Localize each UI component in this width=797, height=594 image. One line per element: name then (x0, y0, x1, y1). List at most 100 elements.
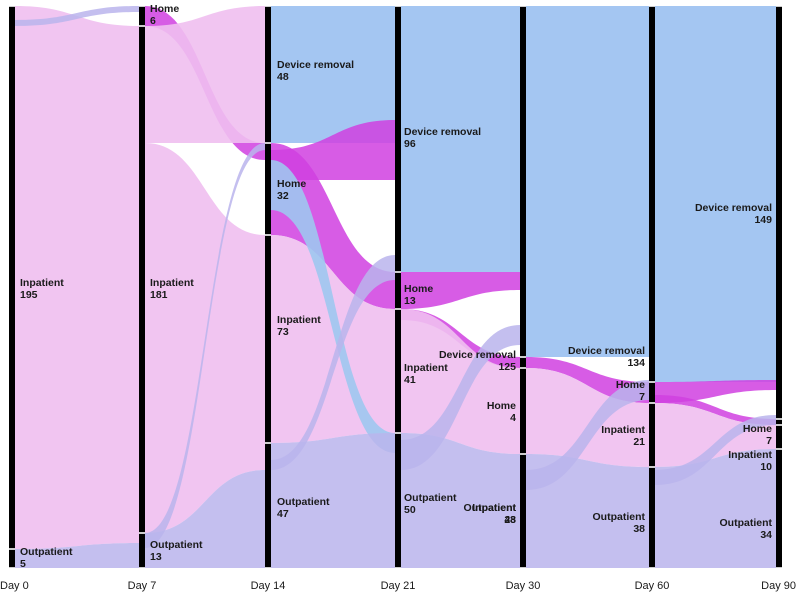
node-name: Inpatient (601, 424, 645, 436)
flow-inpatient (15, 533, 139, 549)
node-bar (395, 433, 401, 568)
node-count: 13 (404, 295, 416, 307)
node-name: Device removal (568, 345, 645, 357)
node-name: Home (150, 3, 179, 15)
day-label: Day 30 (506, 580, 541, 592)
flow-inpatient (401, 309, 520, 454)
node-count: 32 (277, 190, 289, 202)
node-bar (395, 309, 401, 433)
node-label-device-removal: Device removal 125 (439, 349, 516, 373)
node-label-home: Home 13 (404, 283, 433, 307)
flow-inpatient (271, 235, 395, 443)
device-removal-block (526, 6, 649, 357)
node-count: 47 (277, 508, 289, 520)
node-name: Device removal (277, 59, 354, 71)
flow-outpatient (655, 449, 776, 568)
node-bar (395, 272, 401, 309)
node-bar (649, 382, 655, 403)
node-label-inpatient: Inpatient 28 (472, 502, 516, 526)
node-count: 10 (760, 461, 772, 473)
node-label-device-removal: Device removal 96 (404, 126, 481, 150)
node-name: Inpatient (728, 449, 772, 461)
flow-home (655, 380, 776, 403)
node-bar (520, 454, 526, 568)
node-name: Home (487, 400, 516, 412)
node-count: 21 (633, 436, 645, 448)
node-bar (265, 235, 271, 443)
node-name: Inpatient (150, 277, 194, 289)
flow-inpatient (145, 143, 265, 443)
flow-outpatient (145, 470, 265, 568)
node-bar (265, 6, 271, 143)
node-name: Outpatient (20, 546, 73, 558)
flow-home (401, 272, 520, 309)
flow-inpatient (145, 443, 265, 533)
node-count: 7 (639, 391, 645, 403)
node-count: 73 (277, 326, 289, 338)
flow-outpatient (655, 415, 776, 485)
node-name: Outpatient (464, 502, 517, 514)
node-bar (776, 419, 782, 425)
node-bar (9, 549, 15, 568)
node-label-inpatient: Inpatient 195 (20, 277, 64, 301)
node-label-home: Home 7 (616, 379, 645, 403)
node-label-outpatient: Outpatient 34 (720, 517, 773, 541)
node-label-home: Home 6 (150, 3, 179, 27)
node-label-inpatient: Inpatient 181 (150, 277, 194, 301)
node-name: Inpatient (404, 362, 448, 374)
flow-inpatient (15, 6, 139, 533)
node-count: 41 (404, 374, 416, 386)
node-bar (395, 6, 401, 272)
node-name: Outpatient (593, 511, 646, 523)
day-label: Day 21 (381, 580, 416, 592)
flow-outpatient (271, 255, 395, 470)
node-count: 48 (277, 71, 289, 83)
node-bar (139, 6, 145, 26)
node-label-home: Home 4 (487, 400, 516, 424)
node-count: 34 (760, 529, 772, 541)
node-name: Device removal (439, 349, 516, 361)
node-count: 13 (150, 551, 162, 563)
node-count: 6 (150, 15, 156, 27)
node-label-device-removal: Device removal 134 (568, 345, 645, 369)
device-removal-block (401, 6, 520, 272)
flow-outpatient (15, 543, 139, 568)
flow-outpatient (526, 454, 649, 568)
node-bar (265, 443, 271, 568)
node-name: Device removal (404, 126, 481, 138)
node-label-home: Home 32 (277, 178, 306, 202)
node-count: 96 (404, 138, 416, 150)
flow-outpatient (271, 433, 395, 568)
flow-outpatient (145, 143, 265, 548)
node-count: 5 (20, 558, 26, 570)
flow-inpatient (526, 368, 649, 467)
flow-outpatient (401, 325, 520, 470)
flow-inpatient (145, 6, 265, 143)
node-name: Inpatient (472, 502, 516, 514)
node-name: Inpatient (20, 277, 64, 289)
flow-outpatient (401, 433, 520, 568)
flow-outpatient (526, 380, 649, 490)
device-removal-block (655, 6, 776, 382)
node-bar (776, 6, 782, 419)
node-label-inpatient: Inpatient 73 (277, 314, 321, 338)
node-name: Device removal (695, 202, 772, 214)
node-label-inpatient: Inpatient 10 (728, 449, 772, 473)
day-label: Day 60 (635, 580, 670, 592)
node-count: 38 (633, 523, 645, 535)
node-label-outpatient: Outpatient 13 (150, 539, 203, 563)
node-name: Outpatient (404, 492, 457, 504)
node-name: Outpatient (150, 539, 203, 551)
day-label: Day 14 (251, 580, 286, 592)
node-count: 195 (20, 289, 38, 301)
node-count: 50 (404, 504, 416, 516)
node-name: Home (616, 379, 645, 391)
node-count: 28 (504, 514, 516, 526)
flow-home (271, 143, 395, 309)
node-count: 4 (510, 412, 516, 424)
day-label: Day 7 (128, 580, 157, 592)
node-count: 181 (150, 289, 168, 301)
node-name: Home (277, 178, 306, 190)
day-label: Day 0 (0, 580, 29, 592)
